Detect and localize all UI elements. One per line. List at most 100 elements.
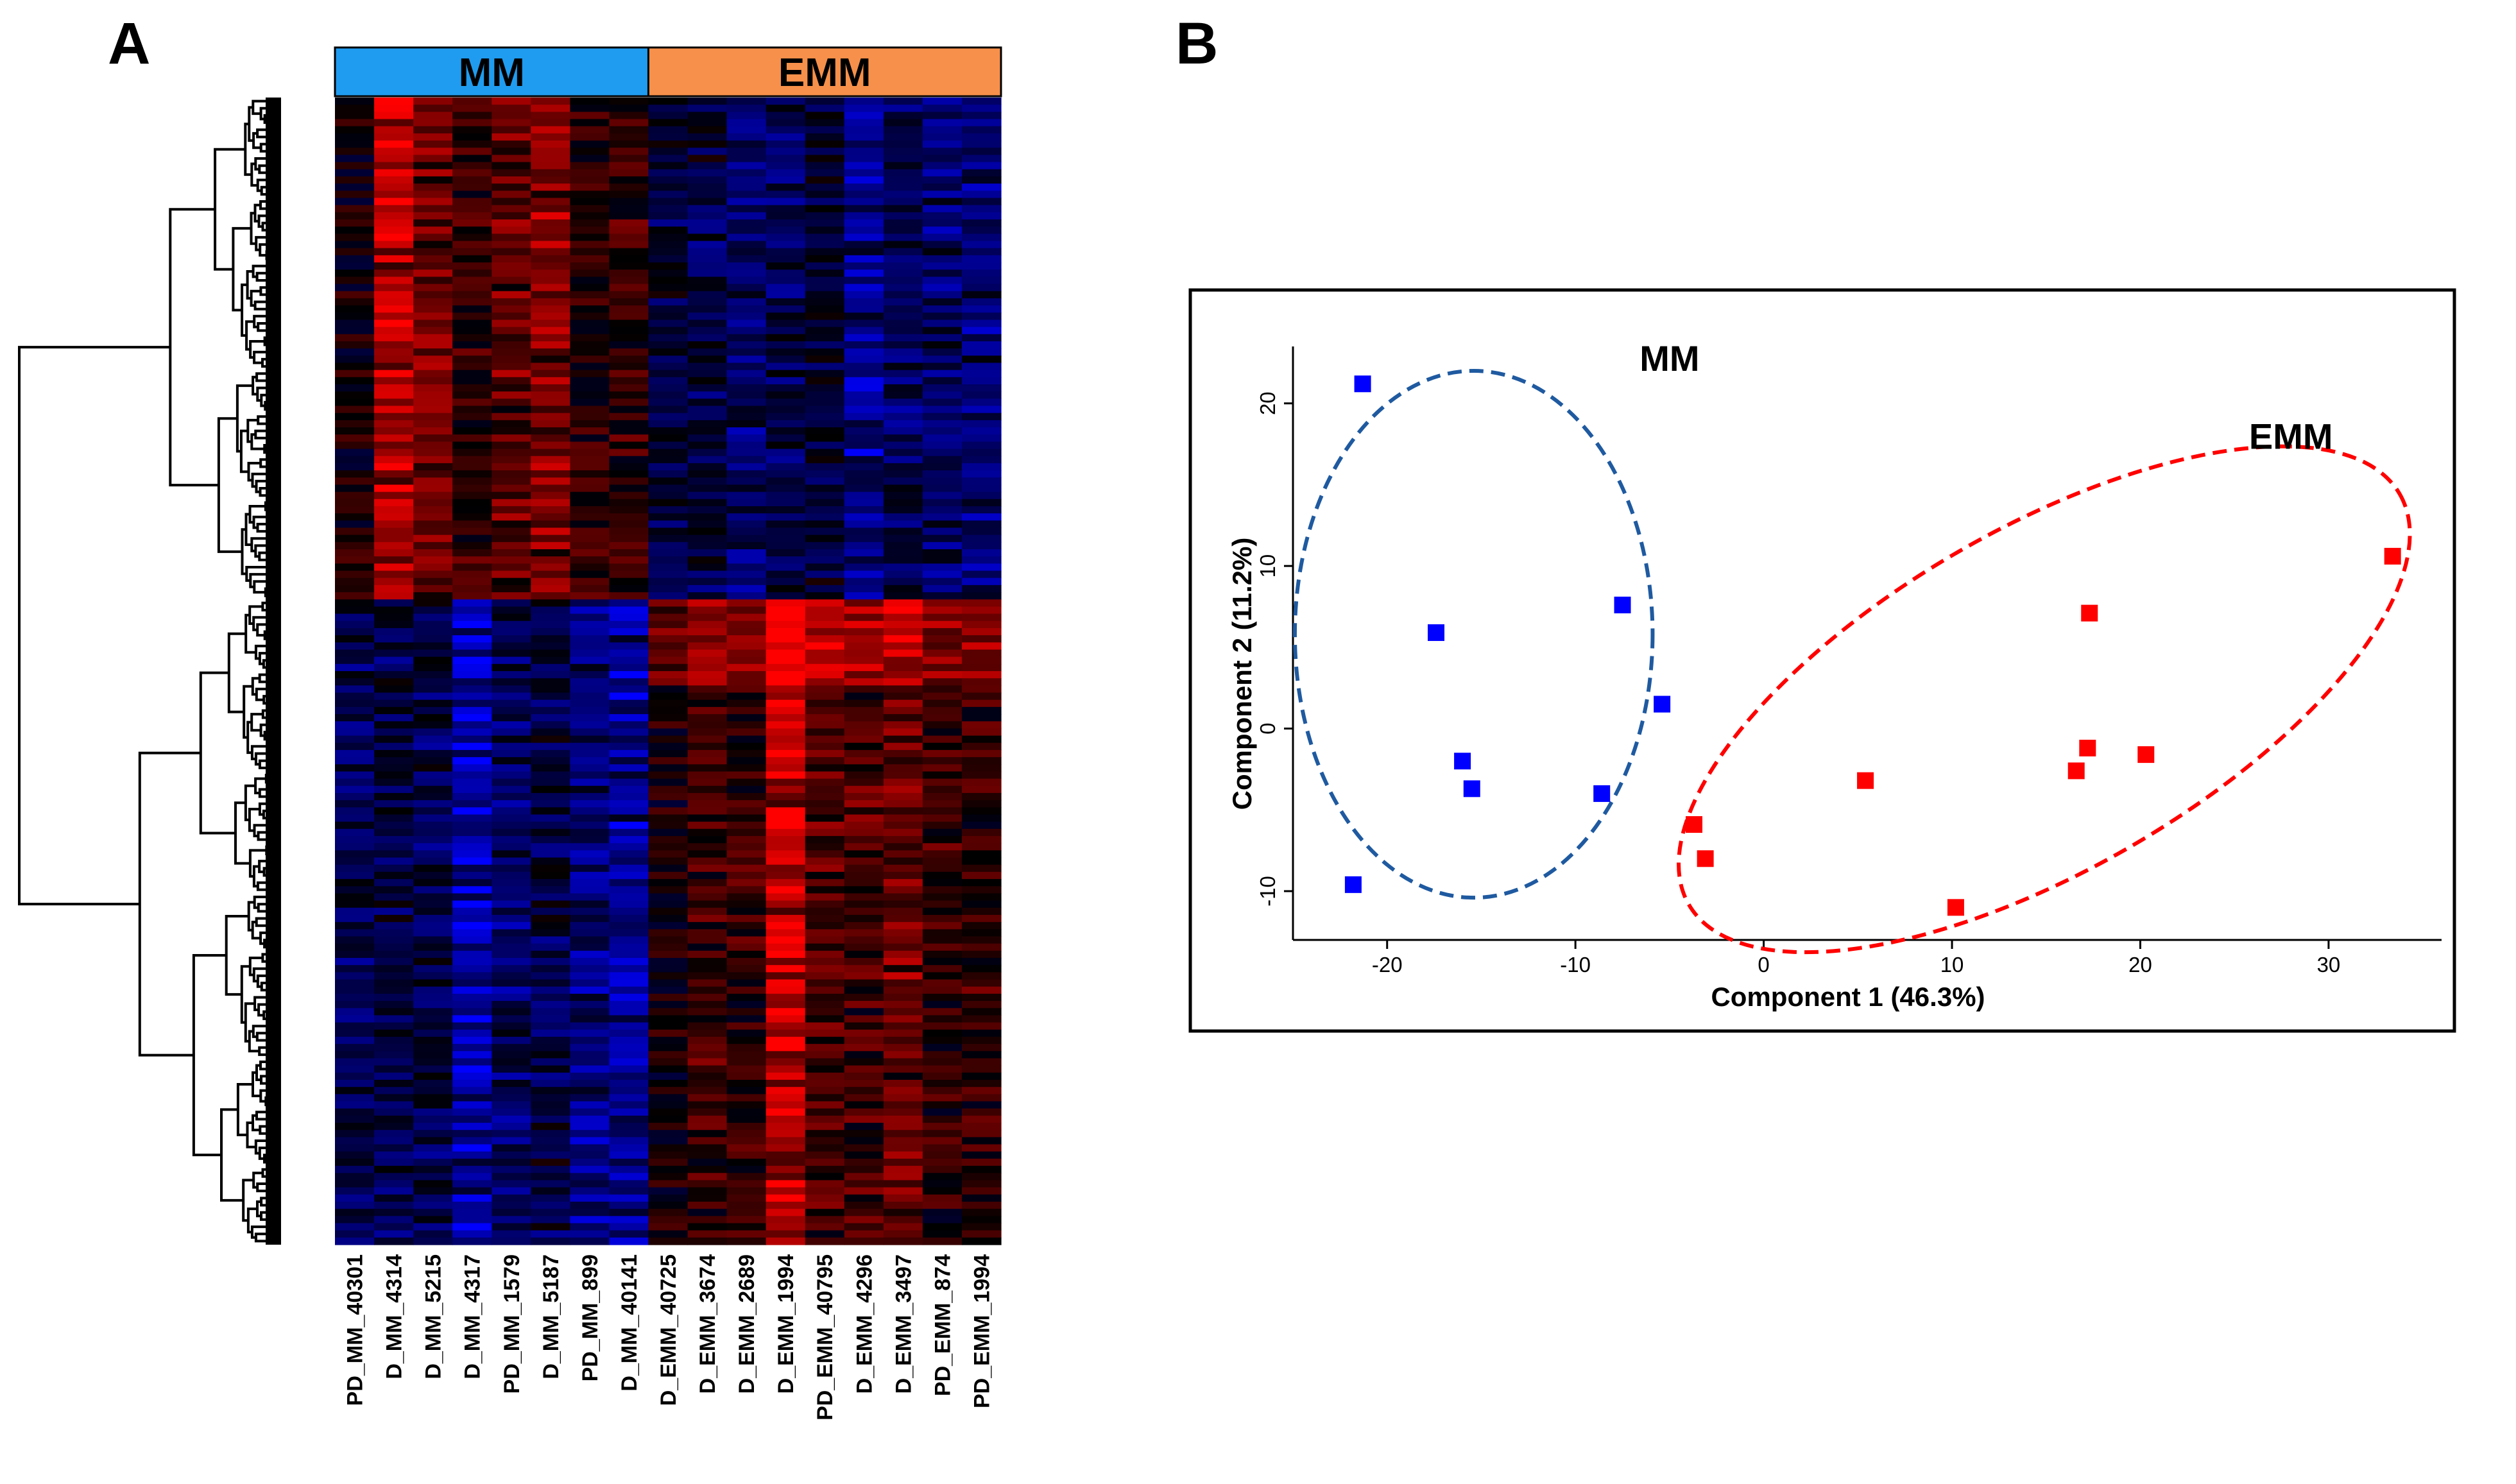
heatmap-cell xyxy=(413,1029,453,1037)
heatmap-cell xyxy=(413,277,453,285)
heatmap-cell xyxy=(726,857,767,866)
heatmap-cell xyxy=(648,914,689,923)
heatmap-cell xyxy=(922,133,963,141)
heatmap-cell xyxy=(413,506,453,514)
heatmap-cell xyxy=(766,327,806,335)
heatmap-cell xyxy=(883,499,923,507)
heatmap-cell xyxy=(413,441,453,450)
heatmap-cell xyxy=(374,105,414,112)
dendrogram-branch xyxy=(245,566,281,582)
heatmap-cell xyxy=(844,678,884,686)
heatmap-cell xyxy=(374,871,414,880)
heatmap-cell xyxy=(492,1108,531,1116)
heatmap-cell xyxy=(844,1108,884,1116)
heatmap-cell xyxy=(726,1022,767,1030)
heatmap-cell xyxy=(452,735,492,744)
heatmap-cell xyxy=(687,721,728,729)
heatmap-cell xyxy=(766,334,806,342)
heatmap-cell xyxy=(413,499,453,507)
heatmap-cell xyxy=(687,1087,728,1095)
heatmap-cell xyxy=(452,155,492,163)
heatmap-cell xyxy=(844,642,884,651)
heatmap-cell xyxy=(413,212,453,220)
heatmap-cell xyxy=(335,1209,375,1216)
heatmap-cell xyxy=(648,843,689,851)
heatmap-cell xyxy=(766,513,806,521)
heatmap-cell xyxy=(531,284,570,292)
heatmap-cell xyxy=(570,1015,610,1023)
heatmap-cell xyxy=(413,814,453,823)
heatmap-cell xyxy=(492,620,531,629)
heatmap-cell xyxy=(413,843,453,851)
heatmap-cell xyxy=(766,685,806,694)
heatmap-cell xyxy=(766,556,806,564)
heatmap-cell xyxy=(883,291,923,299)
heatmap-cell xyxy=(492,355,531,364)
heatmap-cell xyxy=(726,384,767,392)
heatmap-cell xyxy=(452,456,492,464)
heatmap-cell xyxy=(492,527,531,536)
heatmap-cell xyxy=(883,778,923,787)
heatmap-cell xyxy=(687,592,728,600)
heatmap-cell xyxy=(570,1058,610,1066)
heatmap-cell xyxy=(452,341,492,349)
heatmap-cell xyxy=(531,1230,570,1238)
heatmap-cell xyxy=(961,119,1002,127)
heatmap-cell xyxy=(805,907,845,916)
heatmap-cell xyxy=(609,663,649,672)
heatmap-cell xyxy=(961,269,1002,277)
heatmap-cell xyxy=(844,792,884,801)
heatmap-cell xyxy=(374,728,414,737)
heatmap-cell xyxy=(531,112,570,120)
heatmap-cell xyxy=(492,169,531,177)
heatmap-cell xyxy=(961,384,1002,392)
heatmap-cell xyxy=(413,993,453,1002)
heatmap-cell xyxy=(844,943,884,951)
heatmap-cell xyxy=(492,584,531,593)
heatmap-cell xyxy=(844,463,884,471)
heatmap-cell xyxy=(766,857,806,866)
heatmap-cell xyxy=(648,1137,689,1145)
heatmap-cell xyxy=(413,198,453,206)
heatmap-cell xyxy=(726,821,767,830)
heatmap-cell xyxy=(961,950,1002,959)
heatmap-cell xyxy=(452,1187,492,1195)
heatmap-cell xyxy=(766,1087,806,1095)
heatmap-cell xyxy=(374,1058,414,1066)
heatmap-cell xyxy=(883,1230,923,1238)
heatmap-cell xyxy=(609,1036,649,1045)
heatmap-cell xyxy=(609,678,649,686)
heatmap-cell xyxy=(687,635,728,643)
heatmap-cell xyxy=(570,613,610,622)
heatmap-cell xyxy=(883,162,923,170)
heatmap-cell xyxy=(609,871,649,880)
heatmap-cell xyxy=(374,785,414,794)
heatmap-cell xyxy=(961,370,1002,378)
heatmap-cell xyxy=(922,1087,963,1095)
heatmap-cell xyxy=(805,241,845,249)
heatmap-cell xyxy=(335,592,375,600)
heatmap-cell xyxy=(883,979,923,987)
heatmap-cell xyxy=(961,1008,1002,1016)
heatmap-cell xyxy=(609,391,649,399)
heatmap-cell xyxy=(648,1101,689,1109)
heatmap-cell xyxy=(687,1029,728,1037)
heatmap-cell xyxy=(648,1237,689,1245)
heatmap-cell xyxy=(609,112,649,120)
heatmap-cell xyxy=(492,484,531,493)
heatmap-cell xyxy=(922,1166,963,1173)
heatmap-cell xyxy=(961,1094,1002,1102)
heatmap-cell xyxy=(413,864,453,873)
heatmap-cell xyxy=(335,1036,375,1045)
heatmap-cell xyxy=(335,749,375,758)
heatmap-cell xyxy=(648,477,689,486)
heatmap-cell xyxy=(648,1230,689,1238)
heatmap-cell xyxy=(883,965,923,973)
heatmap-cell xyxy=(687,234,728,242)
heatmap-cell xyxy=(452,678,492,686)
heatmap-cell xyxy=(844,785,884,794)
heatmap-cell xyxy=(922,513,963,521)
heatmap-cell xyxy=(413,1130,453,1138)
heatmap-cell xyxy=(844,958,884,966)
heatmap-cell xyxy=(922,792,963,801)
